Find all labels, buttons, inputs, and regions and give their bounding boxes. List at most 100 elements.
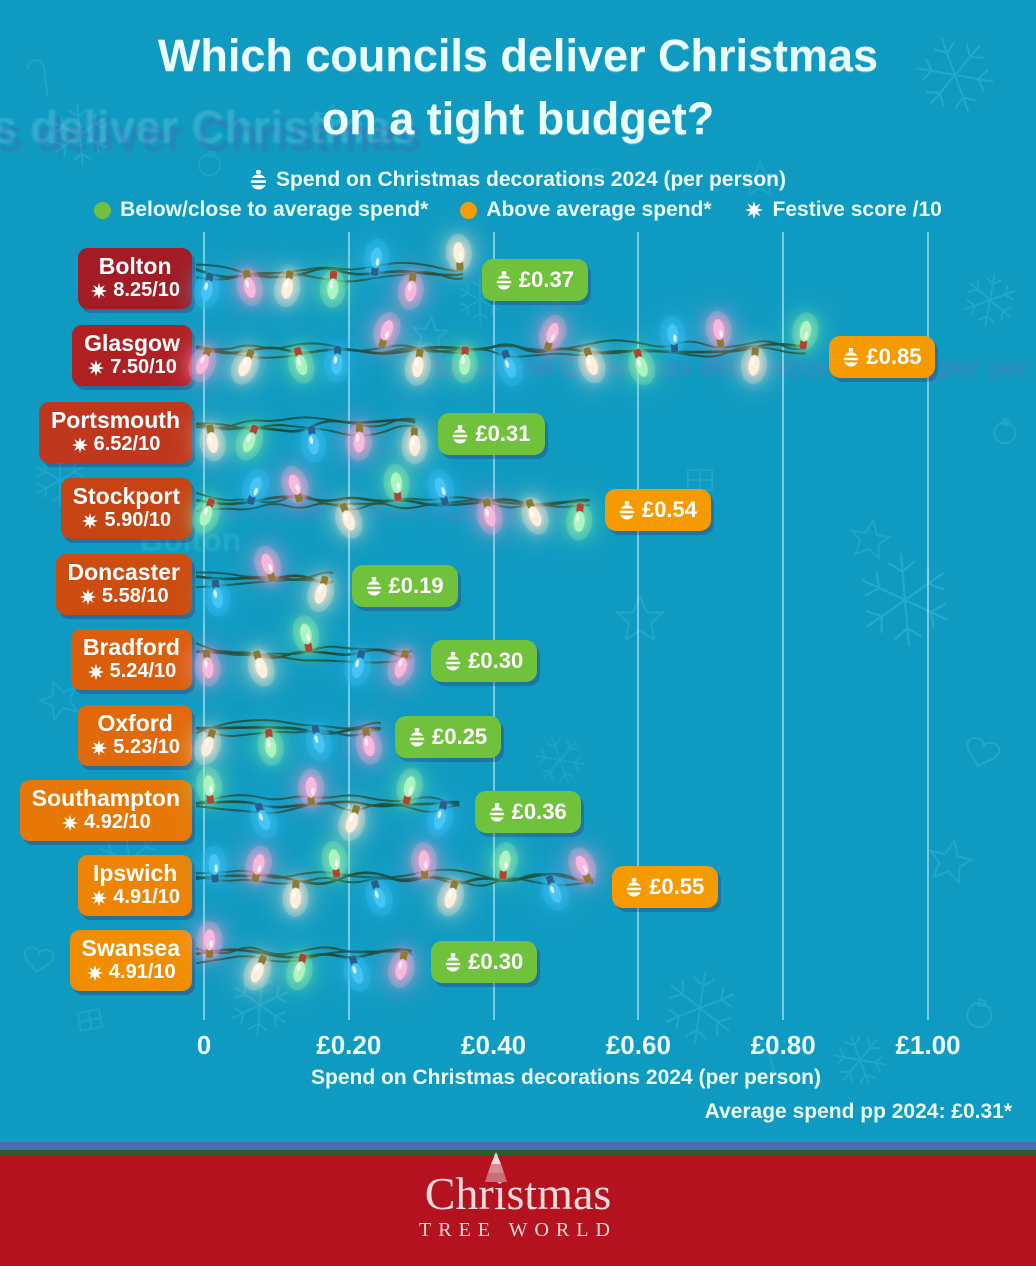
below-average-dot-icon [94, 201, 112, 219]
light-bulb [404, 347, 431, 386]
light-bulb [355, 726, 383, 765]
light-bulb [334, 501, 363, 539]
light-bulb [426, 800, 454, 838]
council-name: Doncaster [67, 559, 180, 585]
bauble-icon [409, 727, 425, 748]
festive-score-value: 4.91/10 [108, 961, 176, 984]
light-bulb [365, 879, 394, 917]
light-bulb [305, 723, 333, 762]
council-name: Glasgow [84, 330, 180, 356]
light-bulb [254, 545, 282, 583]
light-bulb [287, 346, 315, 384]
title-line1: Which councils deliver Christmas [157, 30, 879, 81]
spend-badge: £0.54 [604, 489, 712, 531]
spend-badge: £0.55 [612, 866, 719, 908]
spend-badge: £0.30 [431, 640, 538, 682]
spend-value: £0.85 [866, 344, 922, 369]
light-bulb [541, 874, 570, 912]
footer-divider-green [0, 1150, 1036, 1156]
light-bulb [195, 766, 223, 805]
festive-score: 5.23/10 [90, 736, 180, 759]
x-axis-tick: £0.40 [461, 1030, 527, 1060]
spend-value: £0.30 [468, 949, 524, 974]
light-bulb [427, 469, 455, 507]
festive-score: 5.90/10 [73, 509, 180, 532]
light-bulb [321, 840, 348, 879]
x-axis-tick: £0.20 [316, 1030, 382, 1060]
light-bulb [230, 348, 259, 385]
council-row: Ipswich 4.91/10 £0.55 [0, 840, 1036, 925]
festive-score-value: 7.50/10 [110, 356, 177, 379]
brand-subtitle: TREE WORLD [419, 1219, 617, 1242]
light-bulb [659, 315, 686, 354]
council-row: Portsmouth 6.52/10 £0.31 [0, 396, 1036, 472]
light-bulb [437, 879, 465, 917]
bauble-icon [250, 169, 267, 191]
light-bulb [243, 954, 272, 991]
light-bulb [235, 423, 264, 461]
light-bulb [343, 954, 371, 992]
council-row: Oxford 5.23/10 £0.25 [0, 699, 1036, 775]
footer-divider-blue [0, 1142, 1036, 1150]
festive-score: 7.50/10 [84, 356, 180, 379]
spend-value: £0.31 [475, 421, 531, 446]
spend-badge: £0.30 [431, 941, 538, 983]
light-bulb [346, 423, 373, 462]
festive-score-value: 5.90/10 [104, 509, 172, 532]
light-bulb [705, 310, 732, 349]
bauble-icon [489, 802, 505, 823]
snowflake-icon [87, 359, 105, 377]
christmas-lights-bar [195, 545, 335, 617]
christmas-lights-bar [195, 416, 428, 465]
council-row: Doncaster 5.58/10 £0.19 [0, 545, 1036, 624]
council-name: Southampton [31, 785, 180, 811]
legend-spend-label: Spend on Christmas decorations 2024 (per… [276, 168, 786, 191]
light-bulb [204, 578, 231, 617]
council-row: Bradford 5.24/10 £0.30 [0, 615, 1036, 699]
x-axis-title: Spend on Christmas decorations 2024 (per… [311, 1066, 821, 1089]
light-bulb [247, 649, 276, 687]
council-row: Southampton 4.92/10 £0.36 [0, 766, 1036, 850]
spend-badge: £0.19 [351, 565, 458, 607]
light-bulb [241, 468, 270, 506]
gridline [492, 232, 495, 1020]
light-bulb [188, 345, 217, 383]
light-bulb [245, 845, 273, 884]
bauble-icon [445, 952, 461, 973]
legend-categories: Below/close to average spend* Above aver… [0, 198, 1036, 222]
bauble-icon [452, 424, 469, 445]
spend-value: £0.55 [649, 874, 705, 899]
light-bulb [292, 615, 320, 653]
festive-score-value: 5.58/10 [101, 585, 169, 608]
snowflake-icon [90, 282, 108, 300]
snowflake-icon [71, 436, 89, 454]
light-bulb [319, 269, 346, 308]
x-axis-tick: 0 [196, 1030, 212, 1060]
christmas-lights-bar [195, 840, 597, 918]
light-bulb [410, 841, 438, 880]
x-axis-tick: £1.00 [895, 1030, 961, 1060]
council-label: Stockport 5.90/10 [60, 478, 192, 540]
council-label: Southampton 4.92/10 [19, 780, 192, 842]
council-label: Bradford 5.24/10 [70, 629, 192, 691]
title-line2: on a tight budget? [321, 93, 715, 144]
light-bulb [236, 268, 264, 307]
light-bulb [566, 502, 593, 541]
council-name: Oxford [97, 710, 173, 736]
gridline [927, 232, 929, 1020]
spend-badge: £0.85 [829, 336, 936, 378]
light-bulb [373, 311, 401, 349]
light-bulb [307, 574, 335, 613]
festive-score-value: 6.52/10 [93, 433, 161, 456]
christmas-lights-bar [193, 719, 383, 766]
festive-score-value: 8.25/10 [113, 279, 180, 302]
legend-spend: Spend on Christmas decorations 2024 (per… [0, 168, 1036, 192]
festive-score: 8.25/10 [90, 279, 180, 302]
snowflake-icon [87, 663, 105, 681]
festive-score-value: 5.23/10 [113, 736, 180, 759]
gridline [203, 232, 205, 1020]
light-bulb [363, 238, 390, 277]
light-bulb [201, 845, 228, 884]
light-bulb [578, 346, 606, 384]
christmas-lights-bar [193, 233, 472, 310]
